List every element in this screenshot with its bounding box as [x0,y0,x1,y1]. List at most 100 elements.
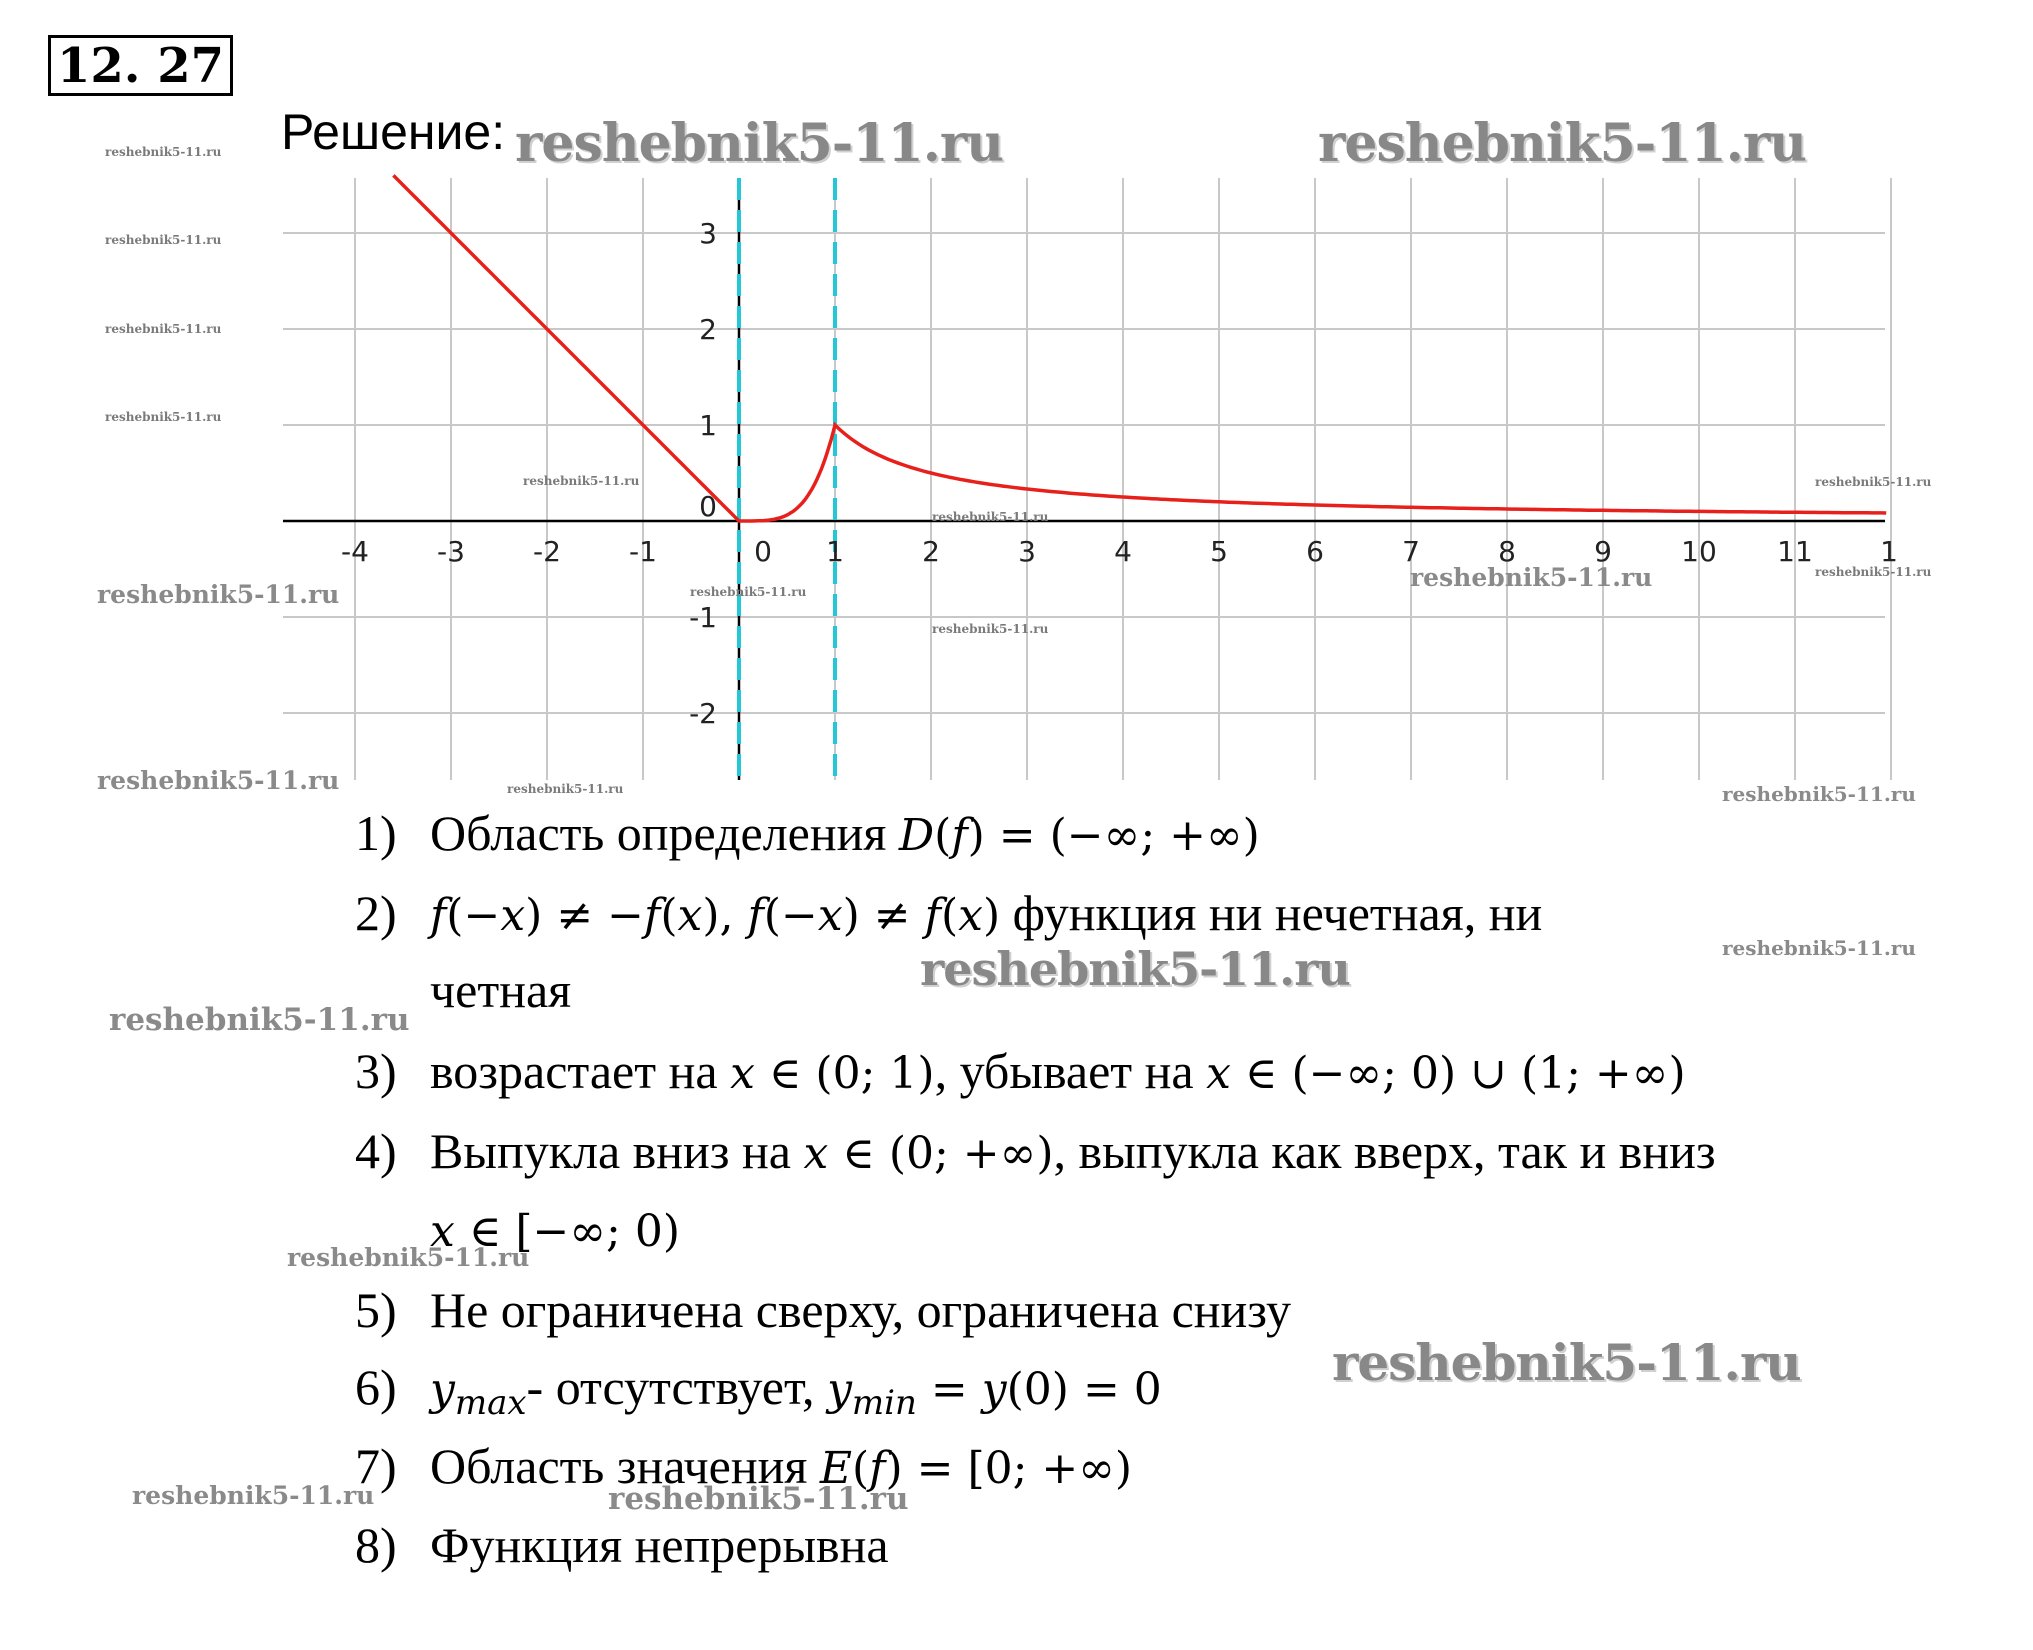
math-variable: f [951,810,968,861]
math-expression: = [916,1364,982,1415]
math-variable: f [747,890,764,941]
watermark: reshebnik5-11.ru [105,410,222,424]
watermark: reshebnik5-11.ru [1318,113,1807,174]
list-item-number: 6) [355,1359,397,1415]
problem-number-box: 12. 27 [48,35,233,96]
curve [392,174,1887,523]
text-fragment: , выпукла как вверх, так и вниз [1053,1123,1716,1179]
list-item-text: четная [430,965,571,1015]
math-variable: x [817,890,843,941]
math-variable: f [430,890,447,941]
math-expression: ) = [0; +∞) [885,1443,1133,1494]
math-variable: x [958,890,983,941]
watermark: reshebnik5-11.ru [105,322,222,336]
text-fragment: - отсутствует, [526,1359,828,1415]
watermark: reshebnik5-11.ru [1815,565,1932,579]
math-expression: ( [940,890,959,941]
list-item-text: f(−x) ≠ −f(x), f(−x) ≠ f(x) функция ни н… [430,888,1542,938]
watermark: reshebnik5-11.ru [920,942,1351,996]
math-expression: ) [982,890,1001,941]
list-item-number: 5) [355,1282,397,1338]
watermark: reshebnik5-11.ru [932,622,1049,636]
text-fragment: Выпукла вниз на [430,1123,804,1179]
x-tick-label: 3 [1018,535,1036,568]
text-fragment: Не ограничена сверху, ограничена снизу [430,1282,1292,1338]
solution-label: Решение: [281,104,506,160]
watermark: reshebnik5-11.ru [1722,936,1916,960]
math-expression: ∈ (0; 1) [754,1048,935,1099]
math-variable: y [430,1364,455,1415]
math-subscript: max [454,1383,527,1423]
x-tick-label: 1 [826,535,844,568]
watermark: reshebnik5-11.ru [515,113,1004,174]
problem-number: 12. 27 [56,37,224,94]
math-expression: ) ≠ − [525,890,645,941]
y-tick-label: -1 [689,601,717,634]
x-tick-label: 0 [754,535,772,568]
math-variable: E [819,1443,852,1494]
x-tick-label: 11 [1777,535,1813,568]
watermark: reshebnik5-11.ru [105,145,222,159]
list-item-number: 1) [355,805,397,861]
y-tick-label: 3 [699,217,717,250]
math-expression: (0) = 0 [1006,1364,1162,1415]
x-tick-label: -3 [437,535,465,568]
x-tick-label: 4 [1114,535,1132,568]
text-fragment: четная [430,962,572,1018]
watermark: reshebnik5-11.ru [1815,475,1932,489]
math-variable: D [898,810,935,861]
y-tick-label: 2 [699,313,717,346]
math-expression: (− [763,890,818,941]
math-variable: x [1206,1048,1231,1099]
text-fragment: Функция непрерывна [430,1517,889,1573]
math-variable: x [730,1048,755,1099]
math-expression: (− [446,890,501,941]
text-fragment: , убывает на [934,1043,1207,1099]
list-item-text: Область определения D(f) = (−∞; +∞) [430,808,1260,858]
math-variable: f [644,890,661,941]
asymptotes [737,178,837,780]
math-variable: f [869,1443,886,1494]
watermark: reshebnik5-11.ru [1410,563,1653,592]
x-tick-label: -2 [533,535,561,568]
text-fragment: Область определения [430,805,899,861]
math-variable: y [827,1364,852,1415]
x-tick-label: 1 [1880,535,1898,568]
x-tick-label: 8 [1498,535,1516,568]
math-expression: ) = (−∞; +∞) [967,810,1260,861]
math-expression: ) ≠ [842,890,925,941]
math-expression: ( [660,890,678,941]
x-tick-label: 10 [1681,535,1717,568]
watermark: reshebnik5-11.ru [97,580,340,609]
x-tick-label: 6 [1306,535,1324,568]
y-tick-label: 1 [699,409,717,442]
list-item-text: возрастает на x ∈ (0; 1), убывает на x ∈… [430,1046,1686,1096]
math-subscript: min [851,1383,917,1423]
function-curve [392,174,1887,523]
math-expression: ∈ (0; +∞) [828,1128,1054,1179]
watermark: reshebnik5-11.ru [932,510,1049,524]
list-item-number: 2) [355,885,397,941]
watermark: reshebnik5-11.ru [608,1481,909,1517]
list-item-number: 4) [355,1123,397,1179]
y-tick-label: 0 [699,490,717,523]
list-item-text: Область значения E(f) = [0; +∞) [430,1441,1132,1491]
math-expression: ∈ [−∞; 0) [454,1206,681,1257]
text-fragment: функция ни нечетная, ни [1000,885,1543,941]
x-tick-label: 9 [1594,535,1612,568]
math-variable: x [500,890,526,941]
watermark: reshebnik5-11.ru [523,474,640,488]
text-fragment: Область значения [430,1438,820,1494]
watermark: reshebnik5-11.ru [97,766,340,795]
math-expression: ( [934,810,952,861]
watermark: reshebnik5-11.ru [105,233,222,247]
watermark: reshebnik5-11.ru [109,1002,410,1038]
watermark: reshebnik5-11.ru [690,585,807,599]
watermark: reshebnik5-11.ru [132,1481,375,1510]
y-tick-label: -2 [689,697,717,730]
math-variable: f [924,890,941,941]
list-item-text: ymax- отсутствует, ymin = y(0) = 0 [430,1362,1162,1420]
list-item-number: 8) [355,1517,397,1573]
text-fragment: возрастает на [430,1043,731,1099]
